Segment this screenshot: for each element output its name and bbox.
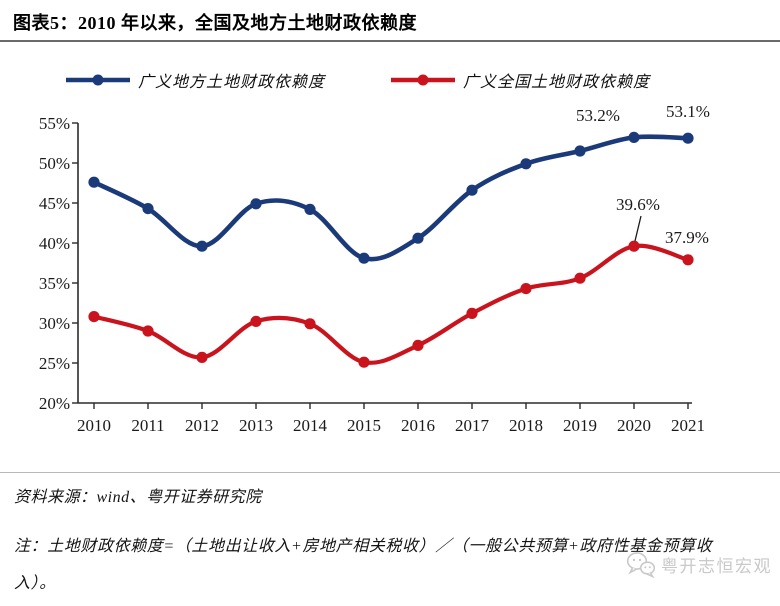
x-tick-label: 2015 [347,416,381,435]
y-tick-label: 35% [39,274,70,293]
annotation-label: 53.1% [666,102,710,121]
legend-label-national: 广义全国土地财政依赖度 [463,74,651,91]
x-tick-label: 2011 [131,416,164,435]
data-point-series-1 [520,283,532,295]
note-text: 注：土地财政依赖度=（土地出让收入+房地产相关税收）／（一般公共预算+政府性基金… [14,538,713,592]
data-point-series-1 [628,240,640,252]
y-tick-label: 20% [39,394,70,413]
data-point-series-0 [358,252,370,264]
data-point-series-0 [88,176,100,188]
data-point-series-1 [196,351,208,363]
data-point-series-0 [250,198,262,210]
y-tick-label: 55% [39,114,70,133]
source-text: 资料来源：wind、粤开证券研究院 [14,489,262,506]
data-point-series-1 [142,325,154,337]
data-point-series-0 [520,158,532,170]
annotation-leader [634,215,642,242]
data-point-series-0 [574,145,586,157]
x-tick-label: 2014 [293,416,328,435]
data-point-series-1 [250,315,262,327]
legend-label-local: 广义地方土地财政依赖度 [138,74,326,91]
data-point-series-0 [682,132,694,144]
data-point-series-1 [574,272,586,284]
data-point-series-1 [88,311,100,323]
data-point-series-0 [142,203,154,215]
y-tick-label: 45% [39,194,70,213]
data-point-series-1 [682,254,694,266]
watermark: 粤开志恒宏观 [626,551,772,578]
x-tick-label: 2016 [401,416,435,435]
legend-marker-national [391,73,455,87]
data-point-series-1 [412,339,424,351]
x-tick-label: 2017 [455,416,490,435]
data-point-series-0 [196,240,208,252]
legend-item-local: 广义地方土地财政依赖度 [66,68,325,92]
x-tick-label: 2012 [185,416,219,435]
watermark-text: 粤开志恒宏观 [661,557,772,576]
y-tick-label: 40% [39,234,70,253]
y-tick-label: 50% [39,154,70,173]
data-point-series-1 [304,318,316,330]
title-divider [0,40,780,42]
annotation-label: 39.6% [616,195,660,214]
data-point-series-1 [358,356,370,368]
series-line-0 [91,134,691,262]
legend-marker-local [66,73,130,87]
data-point-series-0 [628,131,640,143]
x-tick-label: 2018 [509,416,543,435]
y-tick-label: 30% [39,314,70,333]
annotation-label: 37.9% [665,228,709,247]
annotation-label: 53.2% [576,106,620,125]
data-point-series-0 [304,203,316,215]
x-tick-label: 2013 [239,416,273,435]
data-point-series-0 [412,232,424,244]
figure-title: 图表5：2010 年以来，全国及地方土地财政依赖度 [13,13,417,33]
x-tick-label: 2021 [671,416,705,435]
data-point-series-1 [466,307,478,319]
wechat-icon [626,551,656,578]
x-tick-label: 2019 [563,416,597,435]
line-chart: 20% 25% 30% 35% 40% 45% 50% 55% 2010 2011 2012 2013… [39,102,710,435]
x-tick-label: 2010 [77,416,111,435]
y-tick-label: 25% [39,354,70,373]
series-line-1 [91,243,691,365]
footer-divider [0,472,780,473]
legend-item-national: 广义全国土地财政依赖度 [391,68,650,92]
data-point-series-0 [466,184,478,196]
x-tick-label: 2020 [617,416,651,435]
